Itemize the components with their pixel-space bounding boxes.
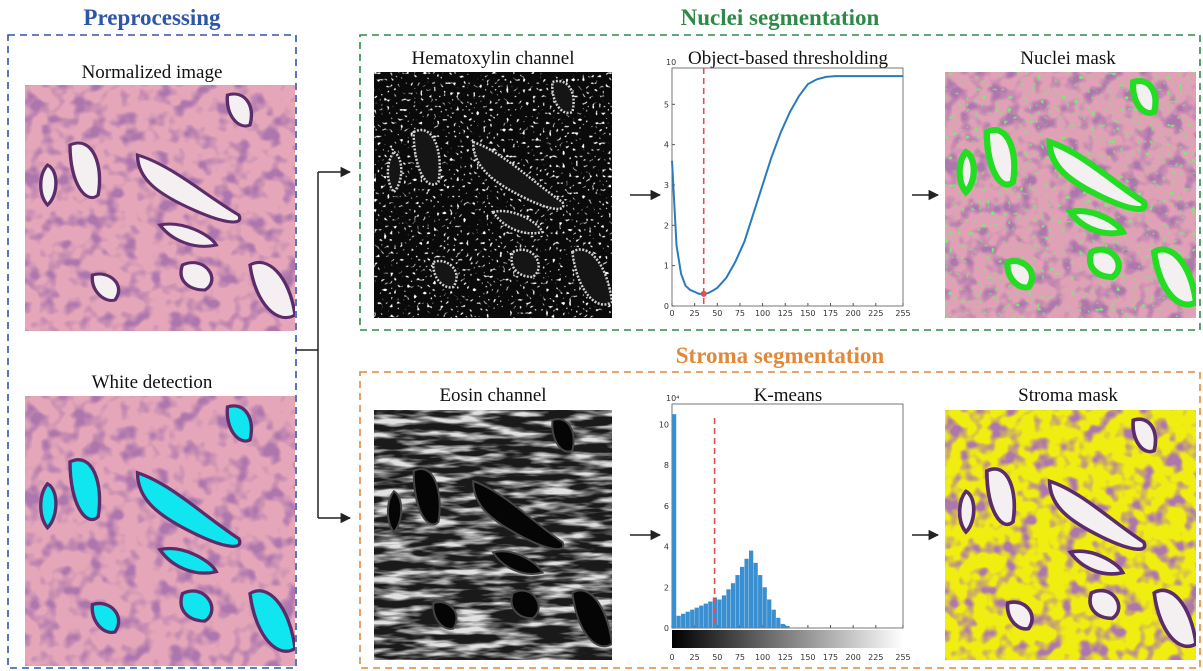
histogram-bar	[721, 595, 727, 628]
histogram-bar	[730, 583, 736, 628]
y-tick-label: 10	[659, 420, 669, 429]
x-tick-label: 225	[868, 309, 883, 318]
y-tick-label: 4	[664, 141, 669, 150]
y-tick-label: 1	[664, 262, 669, 271]
histogram-bar	[780, 623, 785, 628]
panel-label: White detection	[92, 372, 213, 393]
section-title: Stroma segmentation	[676, 343, 885, 368]
y-scale-label: 10⁴	[666, 394, 679, 403]
x-tick-label: 50	[712, 653, 722, 662]
panel-label: Stroma mask	[1018, 385, 1118, 406]
x-tick-label: 255	[895, 309, 910, 318]
panel-label: Hematoxylin channel	[411, 48, 574, 69]
histogram-bar	[703, 603, 708, 628]
x-tick-label: 150	[800, 309, 815, 318]
x-tick-label: 200	[846, 653, 861, 662]
x-tick-label: 125	[778, 653, 793, 662]
histogram-bar	[762, 587, 767, 628]
x-tick-label: 50	[712, 309, 722, 318]
histogram-bar	[726, 589, 731, 628]
stroma-mask-image	[945, 410, 1196, 660]
stroma-box	[359, 371, 1201, 669]
x-tick-label: 0	[669, 653, 674, 662]
histogram-bar	[676, 615, 681, 628]
y-tick-label: 2	[664, 221, 669, 230]
histogram-bar	[717, 599, 722, 628]
preprocessing-box	[7, 34, 297, 669]
panel-label: Normalized image	[82, 62, 223, 83]
histogram-bar	[758, 575, 763, 628]
histogram-bar	[681, 613, 686, 628]
decoration	[945, 72, 1196, 318]
eosin-image	[374, 410, 612, 660]
decoration	[25, 85, 295, 331]
histogram-bar	[690, 609, 695, 628]
normalized-image	[25, 85, 295, 331]
plot-area	[671, 403, 904, 629]
decoration	[296, 172, 319, 518]
x-tick-label: 225	[868, 653, 883, 662]
nuclei-mask-image	[945, 72, 1196, 318]
histogram-bar	[753, 562, 758, 628]
histogram-bar	[776, 617, 781, 628]
histogram-bar	[735, 575, 740, 628]
intensity-bar	[672, 630, 903, 648]
x-tick-label: 175	[823, 309, 838, 318]
panel-label: K-means	[754, 385, 823, 406]
panel-label: Eosin channel	[439, 385, 546, 406]
histogram-bar	[708, 601, 713, 628]
decoration	[25, 396, 295, 666]
section-title: Nuclei segmentation	[681, 5, 880, 30]
histogram-bar	[744, 558, 749, 628]
x-tick-label: 175	[823, 653, 838, 662]
histogram-bar	[739, 566, 745, 628]
x-tick-label: 100	[755, 309, 770, 318]
threshold-point	[700, 290, 707, 297]
line-series	[671, 75, 903, 295]
panel-label: Object-based thresholding	[688, 48, 888, 69]
hematoxylin-image	[374, 72, 612, 318]
y-tick-label: 5	[664, 100, 669, 109]
x-tick-label: 150	[800, 653, 815, 662]
y-tick-label: 3	[664, 181, 669, 190]
histogram-bar	[685, 611, 690, 628]
x-tick-label: 255	[895, 653, 910, 662]
x-tick-label: 100	[755, 653, 770, 662]
histogram-bar	[749, 550, 754, 628]
y-tick-label: 4	[664, 543, 669, 552]
histogram-bar	[785, 625, 790, 628]
decoration	[945, 410, 1196, 660]
x-tick-label: 75	[735, 653, 745, 662]
white-detection-image	[25, 396, 295, 666]
panel-label: Nuclei mask	[1020, 48, 1116, 69]
y-tick-label: 8	[664, 461, 669, 470]
y-tick-label: 0	[664, 302, 669, 311]
histogram-bar	[672, 414, 677, 628]
x-tick-label: 25	[690, 653, 700, 662]
section-title: Preprocessing	[83, 5, 221, 30]
y-tick-label: 0	[664, 624, 669, 633]
x-tick-label: 200	[846, 309, 861, 318]
x-tick-label: 25	[690, 309, 700, 318]
decoration	[374, 72, 612, 318]
histogram-bar	[771, 609, 776, 628]
x-tick-label: 125	[778, 309, 793, 318]
connectors	[296, 166, 940, 541]
y-tick-label: 2	[664, 583, 669, 592]
plot-area	[671, 67, 904, 307]
nuclei-box	[359, 34, 1201, 331]
histogram-bar	[694, 607, 699, 628]
x-tick-label: 75	[735, 309, 745, 318]
y-scale-label: 10	[666, 58, 676, 67]
y-tick-label: 6	[664, 502, 669, 511]
histogram-bar	[767, 599, 772, 628]
histogram-bar	[699, 605, 704, 628]
x-tick-label: 0	[669, 309, 674, 318]
decoration	[374, 410, 612, 660]
